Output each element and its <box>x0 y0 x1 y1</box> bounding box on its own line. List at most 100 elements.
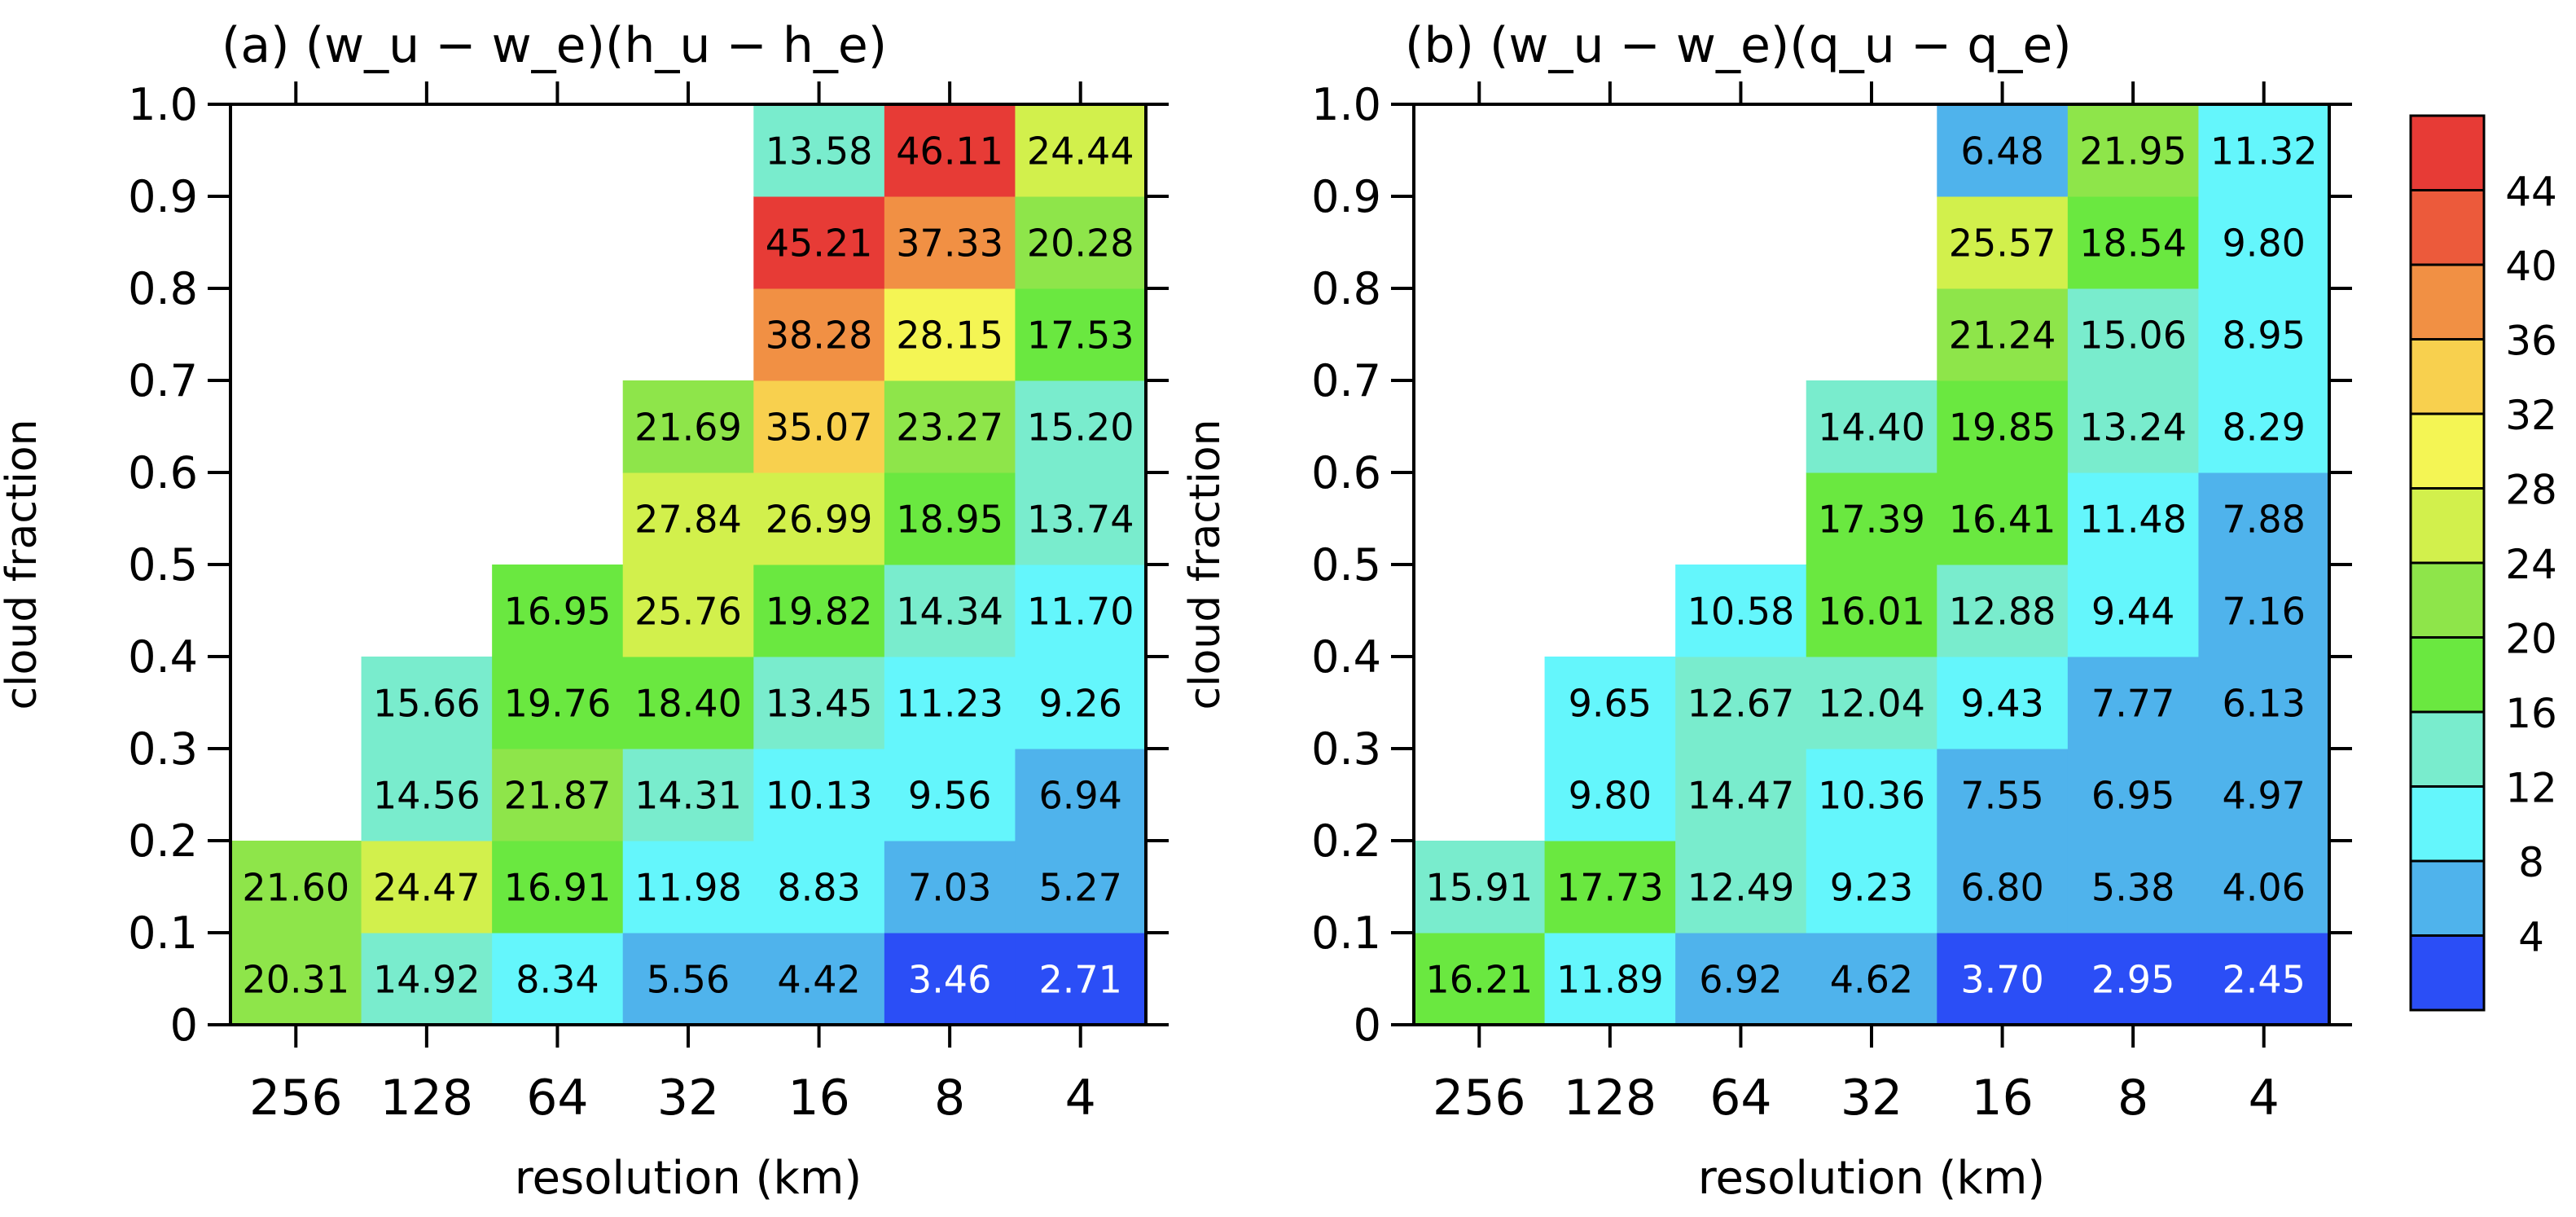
panel-a-cell-value: 17.53 <box>1027 314 1134 358</box>
panel-b-cell <box>2067 657 2199 749</box>
panel-b-cell <box>1937 749 2069 841</box>
panel-b-cell <box>2198 841 2330 934</box>
panel-b-cell-value: 10.58 <box>1687 590 1795 634</box>
panel-b-cell-value: 7.77 <box>2091 682 2174 726</box>
panel-b-cell <box>1414 841 1546 934</box>
panel-b-cell-value: 4.97 <box>2223 774 2306 818</box>
panel-b-cell <box>1806 841 1937 934</box>
panel-a-cell-value: 15.66 <box>373 682 481 726</box>
panel-b-cell-value: 17.39 <box>1818 498 1925 542</box>
panel-b-cell-value: 9.80 <box>1569 774 1652 818</box>
panel-a-ticks: 0 0.1 0.2 0.3 0.4 0.5 0.6 0.7 0.8 0.9 1.0 256 128 64 3… <box>128 79 1169 1127</box>
panel-b-ytick-label: 0.4 <box>1311 631 1381 683</box>
panel-b-cell <box>2198 933 2330 1026</box>
panel-b-cell-value: 12.04 <box>1818 682 1925 726</box>
panel-b-cell-value: 12.88 <box>1949 590 2056 634</box>
panel-a-cell-value: 14.31 <box>634 774 742 818</box>
colorbar-label: 4 <box>2518 914 2544 961</box>
panel-b-xtick-label: 8 <box>2117 1070 2148 1127</box>
panel-b-ytick-label: 0.3 <box>1311 723 1381 775</box>
colorbar-frame <box>2409 114 2486 1012</box>
panel-b-cell <box>2067 196 2199 289</box>
colorbar-swatch <box>2411 265 2484 340</box>
panel-b-cell <box>1806 657 1937 749</box>
panel-b-cell-value: 7.88 <box>2223 498 2306 542</box>
panel-b-cell <box>2067 933 2199 1026</box>
panel-b-cell <box>2198 288 2330 381</box>
panel-b-cell-value: 11.89 <box>1556 958 1664 1002</box>
panel-b-cell-value: 6.48 <box>1960 130 2043 174</box>
panel-a-cell <box>230 933 362 1026</box>
panel-a-cell-value: 13.45 <box>766 682 873 726</box>
panel-a-cell-value: 5.56 <box>647 958 730 1002</box>
panel-a-cell <box>492 565 624 657</box>
panel-a-cell <box>492 749 624 841</box>
panel-b-cell <box>1937 380 2069 473</box>
panel-a-ytick-label: 0.4 <box>128 631 198 683</box>
panel-a-cell <box>361 841 493 934</box>
panel-a-cell-value: 11.98 <box>634 866 742 910</box>
panel-a-ytick-label: 0.8 <box>128 263 198 314</box>
panel-a-cell-value: 38.28 <box>766 314 873 358</box>
panel-b-cell <box>1937 472 2069 565</box>
panel-b-cell <box>2198 380 2330 473</box>
panel-b-cell-value: 8.29 <box>2223 406 2306 450</box>
panel-a-cell-value: 8.83 <box>777 866 860 910</box>
panel-a-cell <box>884 749 1016 841</box>
panel-a-cell <box>492 933 624 1026</box>
panel-b-title: (b) (w_u − w_e)(q_u − q_e) <box>1405 17 2072 74</box>
colorbar-swatch <box>2411 116 2484 191</box>
panel-b-cell-value: 10.36 <box>1818 774 1925 818</box>
panel-a-cell <box>1015 565 1147 657</box>
panel-a-cell-value: 10.13 <box>766 774 873 818</box>
colorbar-label: 24 <box>2505 541 2557 588</box>
panel-b-cell-value: 6.13 <box>2223 682 2306 726</box>
panel-b-cell-value: 6.95 <box>2091 774 2174 818</box>
panel-b-cell-value: 4.62 <box>1830 958 1913 1002</box>
panel-b-cell <box>1544 749 1676 841</box>
panel-a-ytick-label: 0.1 <box>128 907 198 959</box>
panel-a-cell <box>1015 749 1147 841</box>
panel-b-cell <box>1544 657 1676 749</box>
panel-b-cell <box>2198 749 2330 841</box>
colorbar-swatch <box>2411 935 2484 1011</box>
panel-b-xtick-label: 128 <box>1564 1070 1657 1127</box>
colorbar-label: 12 <box>2505 765 2557 812</box>
panel-a-cell <box>753 380 885 473</box>
panel-b-cell-value: 21.95 <box>2079 130 2187 174</box>
panel-b-cell <box>1937 657 2069 749</box>
panel-b-cell <box>2067 565 2199 657</box>
panel-b-cell-value: 6.80 <box>1960 866 2043 910</box>
panel-b-cell <box>1414 933 1546 1026</box>
panel-a-xtick-label: 64 <box>526 1070 588 1127</box>
panel-a-cell-value: 25.76 <box>634 590 742 634</box>
panel-a-cell <box>622 472 754 565</box>
panel-a-xtick-label: 8 <box>934 1070 965 1127</box>
panel-b-cell-value: 2.95 <box>2091 958 2174 1002</box>
panel-a-ytick-label: 0.5 <box>128 539 198 591</box>
panel-a-cell-value: 16.91 <box>504 866 612 910</box>
panel-b-cell <box>2198 472 2330 565</box>
panel-b-cell <box>1806 472 1937 565</box>
panel-a-cell-value: 15.20 <box>1027 406 1134 450</box>
panel-a-cell <box>1015 288 1147 381</box>
panel-a-cell <box>753 196 885 289</box>
panel-b-cell <box>1675 841 1807 934</box>
panel-a-ylabel: cloud fraction <box>0 419 46 710</box>
panel-a-cell <box>1015 933 1147 1026</box>
panel-b-xtick-label: 32 <box>1841 1070 1902 1127</box>
panel-a-ytick-label: 1.0 <box>128 79 198 130</box>
panel-a-cell <box>622 380 754 473</box>
panel-b-cell-value: 9.80 <box>2223 222 2306 266</box>
panel-a-cell <box>884 104 1016 197</box>
panel-a-cell-value: 4.42 <box>777 958 860 1002</box>
colorbar-label: 20 <box>2505 616 2557 663</box>
panel-a-xtick-label: 4 <box>1065 1070 1096 1127</box>
panel-a-cell-value: 18.40 <box>634 682 742 726</box>
panel-a-cell <box>753 749 885 841</box>
panel-b-ytick-label: 0.7 <box>1311 355 1381 406</box>
colorbar-swatch <box>2411 488 2484 564</box>
panel-b-cell-value: 16.21 <box>1425 958 1533 1002</box>
panel-b-cell-value: 9.65 <box>1569 682 1652 726</box>
panel-b-cell <box>1675 565 1807 657</box>
